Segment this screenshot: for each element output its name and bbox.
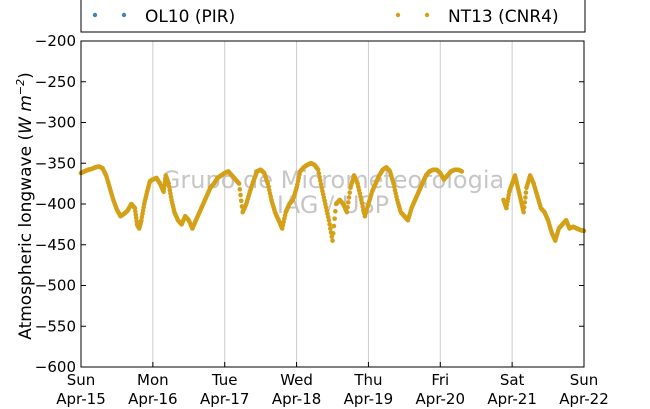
data-point-interp (521, 204, 527, 210)
legend-label-nt13: NT13 (CNR4) (448, 7, 559, 27)
y-tick-label: −250 (35, 73, 76, 91)
x-axis: SunApr-15MonApr-16TueApr-17WedApr-18ThuA… (56, 362, 609, 408)
data-point (330, 238, 335, 243)
x-tick-label-date: Apr-20 (416, 390, 466, 408)
y-axis-label-paren-close: ) (16, 72, 36, 79)
data-point-interp (333, 209, 338, 214)
data-point-interp (330, 231, 336, 236)
y-tick-label: −350 (35, 154, 76, 172)
y-tick-label: −300 (35, 114, 76, 132)
data-point-interp (316, 171, 322, 176)
data-point-interp (346, 200, 351, 205)
x-tick-label-day: Sun (570, 371, 599, 389)
x-tick-label-day: Sun (67, 371, 96, 389)
data-point-interp (523, 190, 529, 195)
data-point-interp (327, 222, 332, 227)
y-tick-label: −200 (35, 32, 76, 50)
data-point-interp (317, 174, 322, 180)
x-tick-label-day: Tue (211, 371, 238, 389)
data-point-interp (347, 190, 353, 195)
legend-marker-nt13 (424, 12, 430, 18)
data-point (315, 167, 321, 173)
y-axis-label-unit: W m (16, 95, 36, 134)
data-point-interp (331, 223, 337, 229)
plot-area (81, 41, 584, 367)
y-tick-label: −550 (35, 317, 76, 335)
data-point-interp (238, 198, 244, 204)
y-axis-label: Atmospheric longwave (W m−2) (14, 72, 36, 340)
legend-marker-ol10 (92, 12, 98, 18)
y-tick-label: −400 (35, 195, 76, 213)
data-point-interp (523, 195, 528, 200)
y-axis-label-exp: −2 (14, 79, 27, 95)
x-tick-label-date: Apr-21 (487, 390, 537, 408)
data-point (459, 169, 465, 174)
legend-label-ol10: OL10 (PIR) (145, 7, 235, 27)
x-tick-label-day: Mon (137, 371, 169, 389)
x-tick-label-date: Apr-22 (559, 390, 609, 408)
x-tick-label-date: Apr-16 (128, 390, 178, 408)
data-point (236, 181, 242, 186)
grid (152, 41, 513, 367)
data-point-interp (318, 181, 324, 187)
data-point (344, 209, 350, 215)
y-tick-label: −450 (35, 236, 76, 254)
y-axis-label-text: Atmospheric longwave (16, 146, 36, 340)
y-axis-label-paren-open: ( (16, 134, 36, 141)
data-point-interp (332, 216, 337, 221)
data-point-interp (345, 204, 350, 210)
x-tick-label-date: Apr-18 (272, 390, 322, 408)
x-tick-label-date: Apr-17 (200, 390, 250, 408)
x-tick-label-date: Apr-19 (344, 390, 394, 408)
x-tick-label-day: Thu (353, 371, 382, 389)
legend-marker-nt13 (395, 12, 401, 18)
data-point-interp (237, 187, 243, 192)
data-point-interp (522, 200, 528, 205)
x-tick-label-day: Fri (431, 371, 449, 389)
data-point-interp (328, 226, 333, 231)
data-point (521, 209, 526, 215)
y-tick-label: −600 (35, 358, 76, 376)
x-tick-label-day: Sat (500, 371, 525, 389)
x-tick-label-date: Apr-15 (56, 390, 106, 408)
data-point-interp (317, 178, 323, 183)
legend-box (80, 0, 586, 33)
data-point (326, 218, 332, 223)
legend: OL10 (PIR) NT13 (CNR4) (80, 0, 586, 33)
y-tick-label: −500 (35, 277, 76, 295)
legend-marker-ol10 (121, 12, 127, 18)
data-point-interp (238, 192, 243, 198)
data-point-interp (346, 195, 352, 200)
x-tick-label-day: Wed (280, 371, 313, 389)
y-axis: −200 −250 −300 −350 −400 −450 −500 −550 −600 (35, 32, 584, 376)
